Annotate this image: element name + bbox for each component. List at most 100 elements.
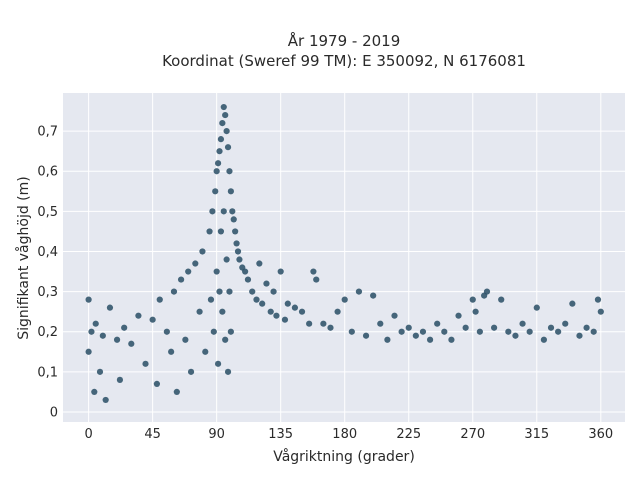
data-point bbox=[547, 324, 555, 331]
data-point bbox=[491, 324, 498, 331]
x-axis-title: Vågriktning (grader) bbox=[273, 448, 415, 465]
data-point bbox=[512, 332, 519, 339]
data-point bbox=[569, 300, 576, 307]
data-point bbox=[234, 248, 242, 255]
data-point bbox=[217, 136, 225, 143]
data-point bbox=[224, 368, 232, 375]
y-axis-ticks: 0 0,1 0,2 0,3 0,4 0,5 0,6 0,7 bbox=[37, 125, 58, 421]
data-point bbox=[212, 188, 219, 195]
data-point bbox=[220, 103, 227, 111]
x-tick-label: 315 bbox=[524, 427, 549, 442]
data-point bbox=[182, 336, 189, 343]
data-point bbox=[230, 216, 237, 223]
data-point bbox=[233, 240, 240, 247]
data-point bbox=[469, 296, 476, 303]
data-point bbox=[222, 111, 229, 119]
data-point bbox=[177, 276, 185, 283]
data-point bbox=[583, 324, 590, 331]
data-point bbox=[142, 360, 149, 367]
data-point bbox=[168, 348, 175, 355]
data-point bbox=[113, 336, 121, 343]
data-point bbox=[202, 348, 209, 355]
points-layer bbox=[85, 103, 604, 404]
data-point bbox=[334, 308, 341, 315]
x-axis-ticks: 0 45 90 135 180 225 270 315 360 bbox=[84, 427, 613, 442]
data-point bbox=[210, 328, 217, 335]
data-point bbox=[222, 336, 229, 343]
data-point bbox=[213, 268, 220, 275]
data-point bbox=[519, 320, 526, 327]
data-point bbox=[173, 388, 180, 396]
data-point bbox=[426, 336, 434, 343]
data-point bbox=[281, 316, 289, 323]
data-point bbox=[220, 208, 227, 215]
data-point bbox=[207, 296, 215, 303]
data-point bbox=[298, 308, 306, 315]
data-point bbox=[163, 328, 170, 335]
data-point bbox=[327, 324, 334, 331]
data-point bbox=[391, 312, 398, 319]
data-point bbox=[259, 300, 266, 307]
chart-title-line-1: År 1979 - 2019 bbox=[288, 31, 401, 50]
data-point bbox=[236, 256, 243, 263]
y-tick-label: 0,2 bbox=[37, 325, 58, 340]
data-point bbox=[277, 268, 284, 275]
data-point bbox=[253, 296, 260, 303]
data-point bbox=[476, 328, 483, 335]
data-point bbox=[223, 128, 230, 135]
data-point bbox=[88, 328, 95, 335]
x-tick-label: 90 bbox=[208, 427, 225, 442]
data-point bbox=[106, 304, 114, 311]
data-point bbox=[249, 288, 256, 295]
data-point bbox=[216, 288, 223, 295]
data-point bbox=[405, 324, 412, 331]
data-point bbox=[121, 324, 128, 331]
data-point bbox=[576, 332, 583, 339]
data-point bbox=[270, 288, 277, 295]
data-point bbox=[273, 312, 280, 319]
grid-layer bbox=[63, 93, 625, 422]
data-point bbox=[313, 276, 320, 283]
data-point bbox=[434, 320, 441, 327]
data-point bbox=[555, 328, 562, 335]
data-point bbox=[187, 368, 195, 375]
data-point bbox=[284, 300, 291, 307]
data-point bbox=[185, 268, 192, 275]
data-point bbox=[256, 260, 263, 267]
data-point bbox=[242, 268, 249, 275]
data-point bbox=[310, 268, 317, 275]
data-point bbox=[462, 324, 469, 331]
data-point bbox=[156, 296, 163, 303]
data-point bbox=[102, 396, 109, 404]
data-point bbox=[526, 328, 533, 335]
data-point bbox=[99, 332, 106, 339]
data-point bbox=[355, 288, 363, 295]
data-point bbox=[244, 276, 252, 283]
y-tick-label: 0,4 bbox=[37, 245, 58, 260]
data-point bbox=[214, 360, 222, 367]
data-point bbox=[153, 380, 161, 387]
data-point bbox=[227, 188, 234, 195]
data-point bbox=[92, 320, 99, 327]
x-tick-label: 0 bbox=[84, 427, 92, 442]
data-point bbox=[206, 228, 213, 235]
data-point bbox=[412, 332, 419, 339]
y-tick-label: 0,7 bbox=[37, 125, 58, 140]
data-point bbox=[85, 348, 92, 355]
x-tick-label: 135 bbox=[268, 427, 293, 442]
data-point bbox=[306, 320, 313, 327]
data-point bbox=[455, 312, 462, 319]
data-point bbox=[533, 304, 540, 311]
data-point bbox=[377, 320, 384, 327]
y-tick-label: 0,6 bbox=[37, 165, 58, 180]
data-point bbox=[562, 320, 569, 327]
data-point bbox=[192, 260, 199, 267]
data-point bbox=[441, 328, 448, 335]
data-point bbox=[128, 340, 135, 347]
data-point bbox=[223, 256, 230, 263]
data-point bbox=[196, 308, 203, 315]
data-point bbox=[263, 280, 270, 287]
data-point bbox=[209, 208, 216, 215]
data-point bbox=[216, 148, 223, 155]
data-point bbox=[472, 308, 479, 315]
